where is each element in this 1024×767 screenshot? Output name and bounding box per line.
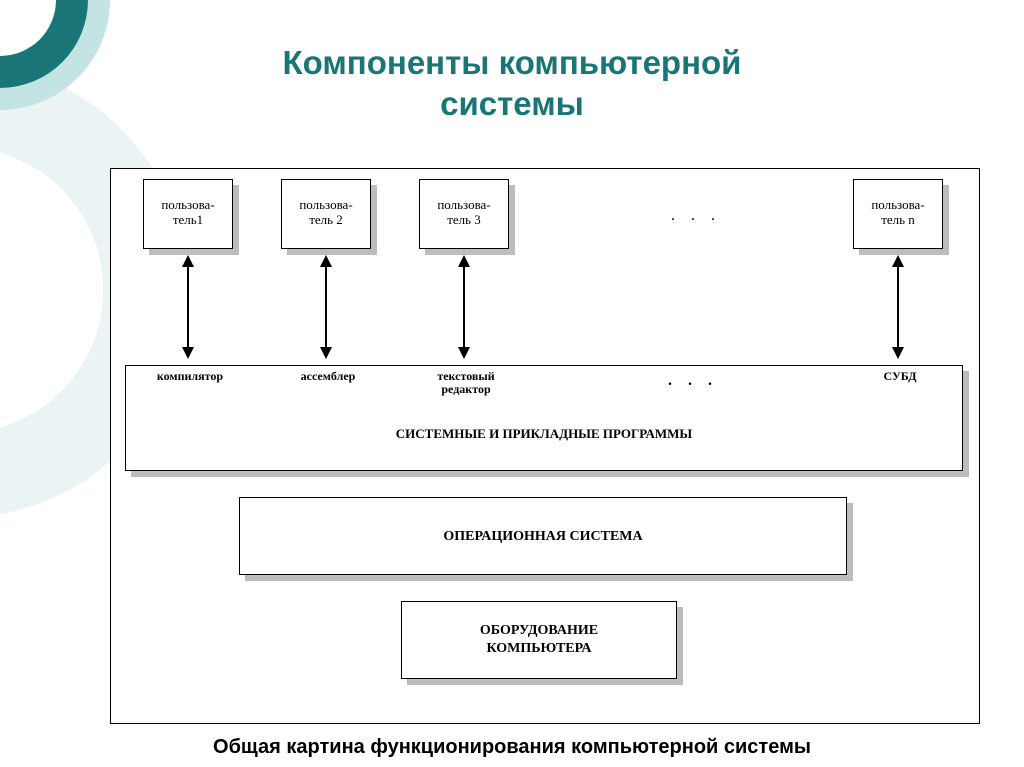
page-title: Компоненты компьютернойсистемы bbox=[0, 42, 1024, 125]
programs-caption: СИСТЕМНЫЕ И ПРИКЛАДНЫЕ ПРОГРАММЫ bbox=[126, 426, 962, 442]
user-box-4: пользова-тель n bbox=[853, 179, 943, 249]
program-label-4: СУБД bbox=[850, 370, 950, 383]
users-ellipsis: . . . bbox=[671, 207, 721, 225]
arrow-head-down bbox=[458, 347, 470, 359]
arrow-line bbox=[463, 265, 465, 349]
programs-layer: компилятор ассемблер текстовыйредактор СУБД… bbox=[125, 365, 963, 471]
arrow-head-down bbox=[182, 347, 194, 359]
os-layer: ОПЕРАЦИОННАЯ СИСТЕМА bbox=[239, 497, 847, 575]
arrow-line bbox=[897, 265, 899, 349]
user-box-3: пользова-тель 3 bbox=[419, 179, 509, 249]
arrow-head-up bbox=[182, 255, 194, 267]
hardware-layer: ОБОРУДОВАНИЕКОМПЬЮТЕРА bbox=[401, 601, 677, 679]
arrow-head-up bbox=[892, 255, 904, 267]
program-label-3: текстовыйредактор bbox=[416, 370, 516, 396]
arrow-head-up bbox=[320, 255, 332, 267]
page-caption: Общая картина функционирования компьютер… bbox=[0, 736, 1024, 759]
arrow-head-down bbox=[320, 347, 332, 359]
arrow-line bbox=[325, 265, 327, 349]
diagram-frame: пользова-тель1 пользова-тель 2 пользова-те… bbox=[110, 168, 980, 724]
arrow-head-down bbox=[892, 347, 904, 359]
user-box-1: пользова-тель1 bbox=[143, 179, 233, 249]
arrow-head-up bbox=[458, 255, 470, 267]
program-label-1: компилятор bbox=[140, 370, 240, 383]
user-box-2: пользова-тель 2 bbox=[281, 179, 371, 249]
programs-ellipsis: . . . bbox=[668, 372, 718, 390]
arrow-line bbox=[187, 265, 189, 349]
program-label-2: ассемблер bbox=[278, 370, 378, 383]
